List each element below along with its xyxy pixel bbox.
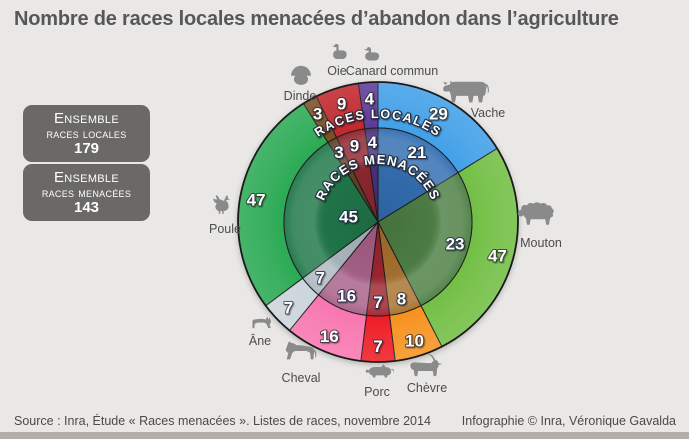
total-menacees-line1: Ensemble <box>54 168 119 186</box>
value-oie-locales: 9 <box>337 94 346 113</box>
horse-icon <box>280 336 320 366</box>
value-chevre-menacees: 8 <box>397 289 406 308</box>
pig-icon <box>363 358 397 383</box>
value-porc-menacees: 7 <box>373 293 382 312</box>
value-dinde-menacees: 3 <box>334 143 343 162</box>
animal-label-dinde: Dinde <box>283 89 317 103</box>
animal-label-cheval: Cheval <box>281 371 321 385</box>
value-porc-locales: 7 <box>373 337 382 356</box>
value-vache-menacees: 21 <box>408 143 427 162</box>
total-locales-value: 179 <box>73 139 100 157</box>
animal-label-canard: Canard commun <box>345 64 439 78</box>
total-locales-line2: races locales <box>46 125 127 141</box>
value-canard-menacees: 4 <box>368 133 378 152</box>
total-locales-box: Ensemble races locales 179 <box>23 105 150 162</box>
sheep-icon <box>515 200 559 233</box>
value-mouton-menacees: 23 <box>446 234 465 253</box>
value-dinde-locales: 3 <box>313 105 322 124</box>
source-text: Source : Inra, Étude « Races menacées ».… <box>14 414 431 428</box>
donkey-icon <box>246 311 276 333</box>
total-menacees-line2: races menacées <box>41 184 132 200</box>
value-poule-menacees: 45 <box>339 208 358 227</box>
value-cheval-menacees: 16 <box>337 287 356 306</box>
value-ane-locales: 7 <box>284 299 293 318</box>
value-canard-locales: 4 <box>365 89 375 108</box>
page-title: Nombre de races locales menacées d’aband… <box>14 8 619 30</box>
duck-icon <box>357 43 385 64</box>
value-vache-locales: 29 <box>429 105 448 124</box>
animal-label-poule: Poule <box>209 222 241 236</box>
outer-gloss <box>238 82 518 362</box>
goose-icon <box>325 42 351 62</box>
animal-label-oie: Oie <box>327 64 347 78</box>
turkey-icon <box>284 62 318 88</box>
goat-icon <box>404 352 446 383</box>
animal-label-porc: Porc <box>364 385 390 399</box>
value-cheval-locales: 16 <box>320 327 339 346</box>
animal-label-chevre: Chèvre <box>406 381 448 395</box>
total-menacees-box: Ensemble races menacées 143 <box>23 164 150 221</box>
value-ane-menacees: 7 <box>315 268 324 287</box>
animal-label-ane: Âne <box>248 334 272 348</box>
total-locales-line1: Ensemble <box>54 109 119 127</box>
total-menacees-value: 143 <box>73 198 100 216</box>
rooster-icon <box>209 194 237 217</box>
credit-text: Infographie © Inra, Véronique Gavalda <box>461 414 676 428</box>
animal-label-vache: Vache <box>470 106 506 120</box>
outer-rim <box>237 81 519 363</box>
value-chevre-locales: 10 <box>405 332 424 351</box>
value-oie-menacees: 9 <box>350 137 359 156</box>
value-poule-locales: 47 <box>247 190 266 209</box>
animal-label-mouton: Mouton <box>520 236 562 250</box>
value-mouton-locales: 47 <box>488 246 507 265</box>
bottom-strip <box>0 432 689 439</box>
